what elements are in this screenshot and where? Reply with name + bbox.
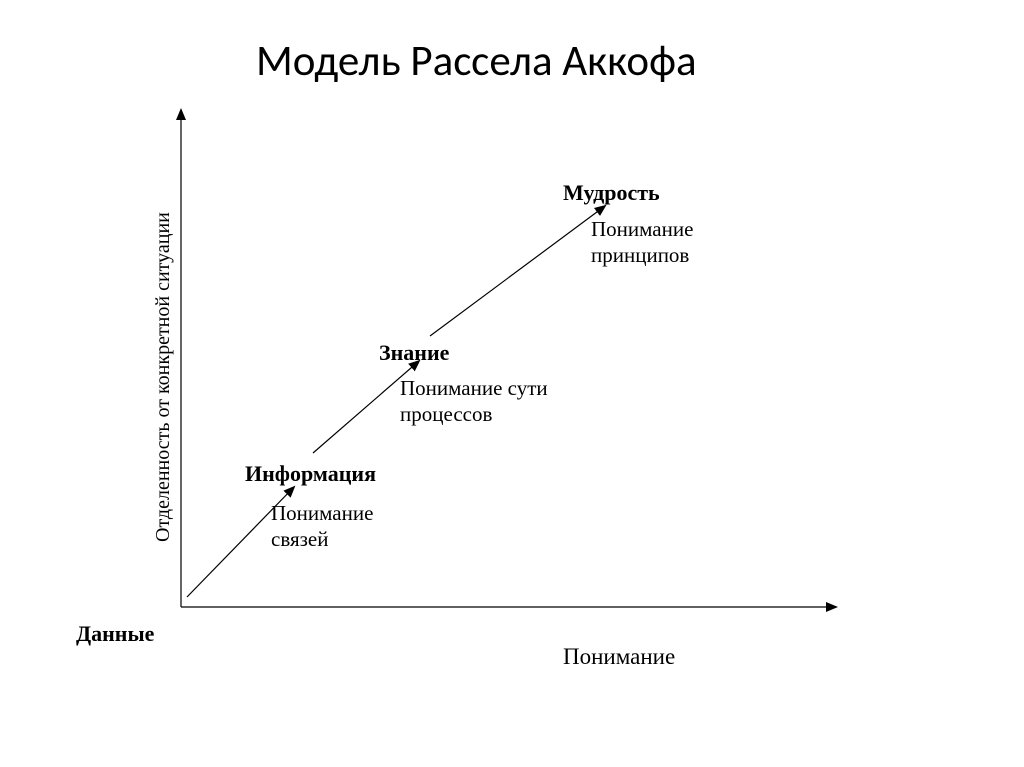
y-axis-label: Отделенность от конкретной ситуации — [152, 212, 175, 542]
origin-label: Данные — [76, 620, 154, 648]
step-arrow-2 — [430, 206, 605, 336]
step-title-1: Знание — [379, 339, 449, 367]
step-title-2: Мудрость — [563, 179, 660, 207]
step-subtitle-0: Понимание связей — [271, 500, 373, 553]
step-title-0: Информация — [245, 460, 376, 488]
step-subtitle-2: Понимание принципов — [591, 216, 693, 269]
step-subtitle-1: Понимание сути процессов — [400, 375, 548, 428]
x-axis-label: Понимание — [563, 643, 675, 672]
